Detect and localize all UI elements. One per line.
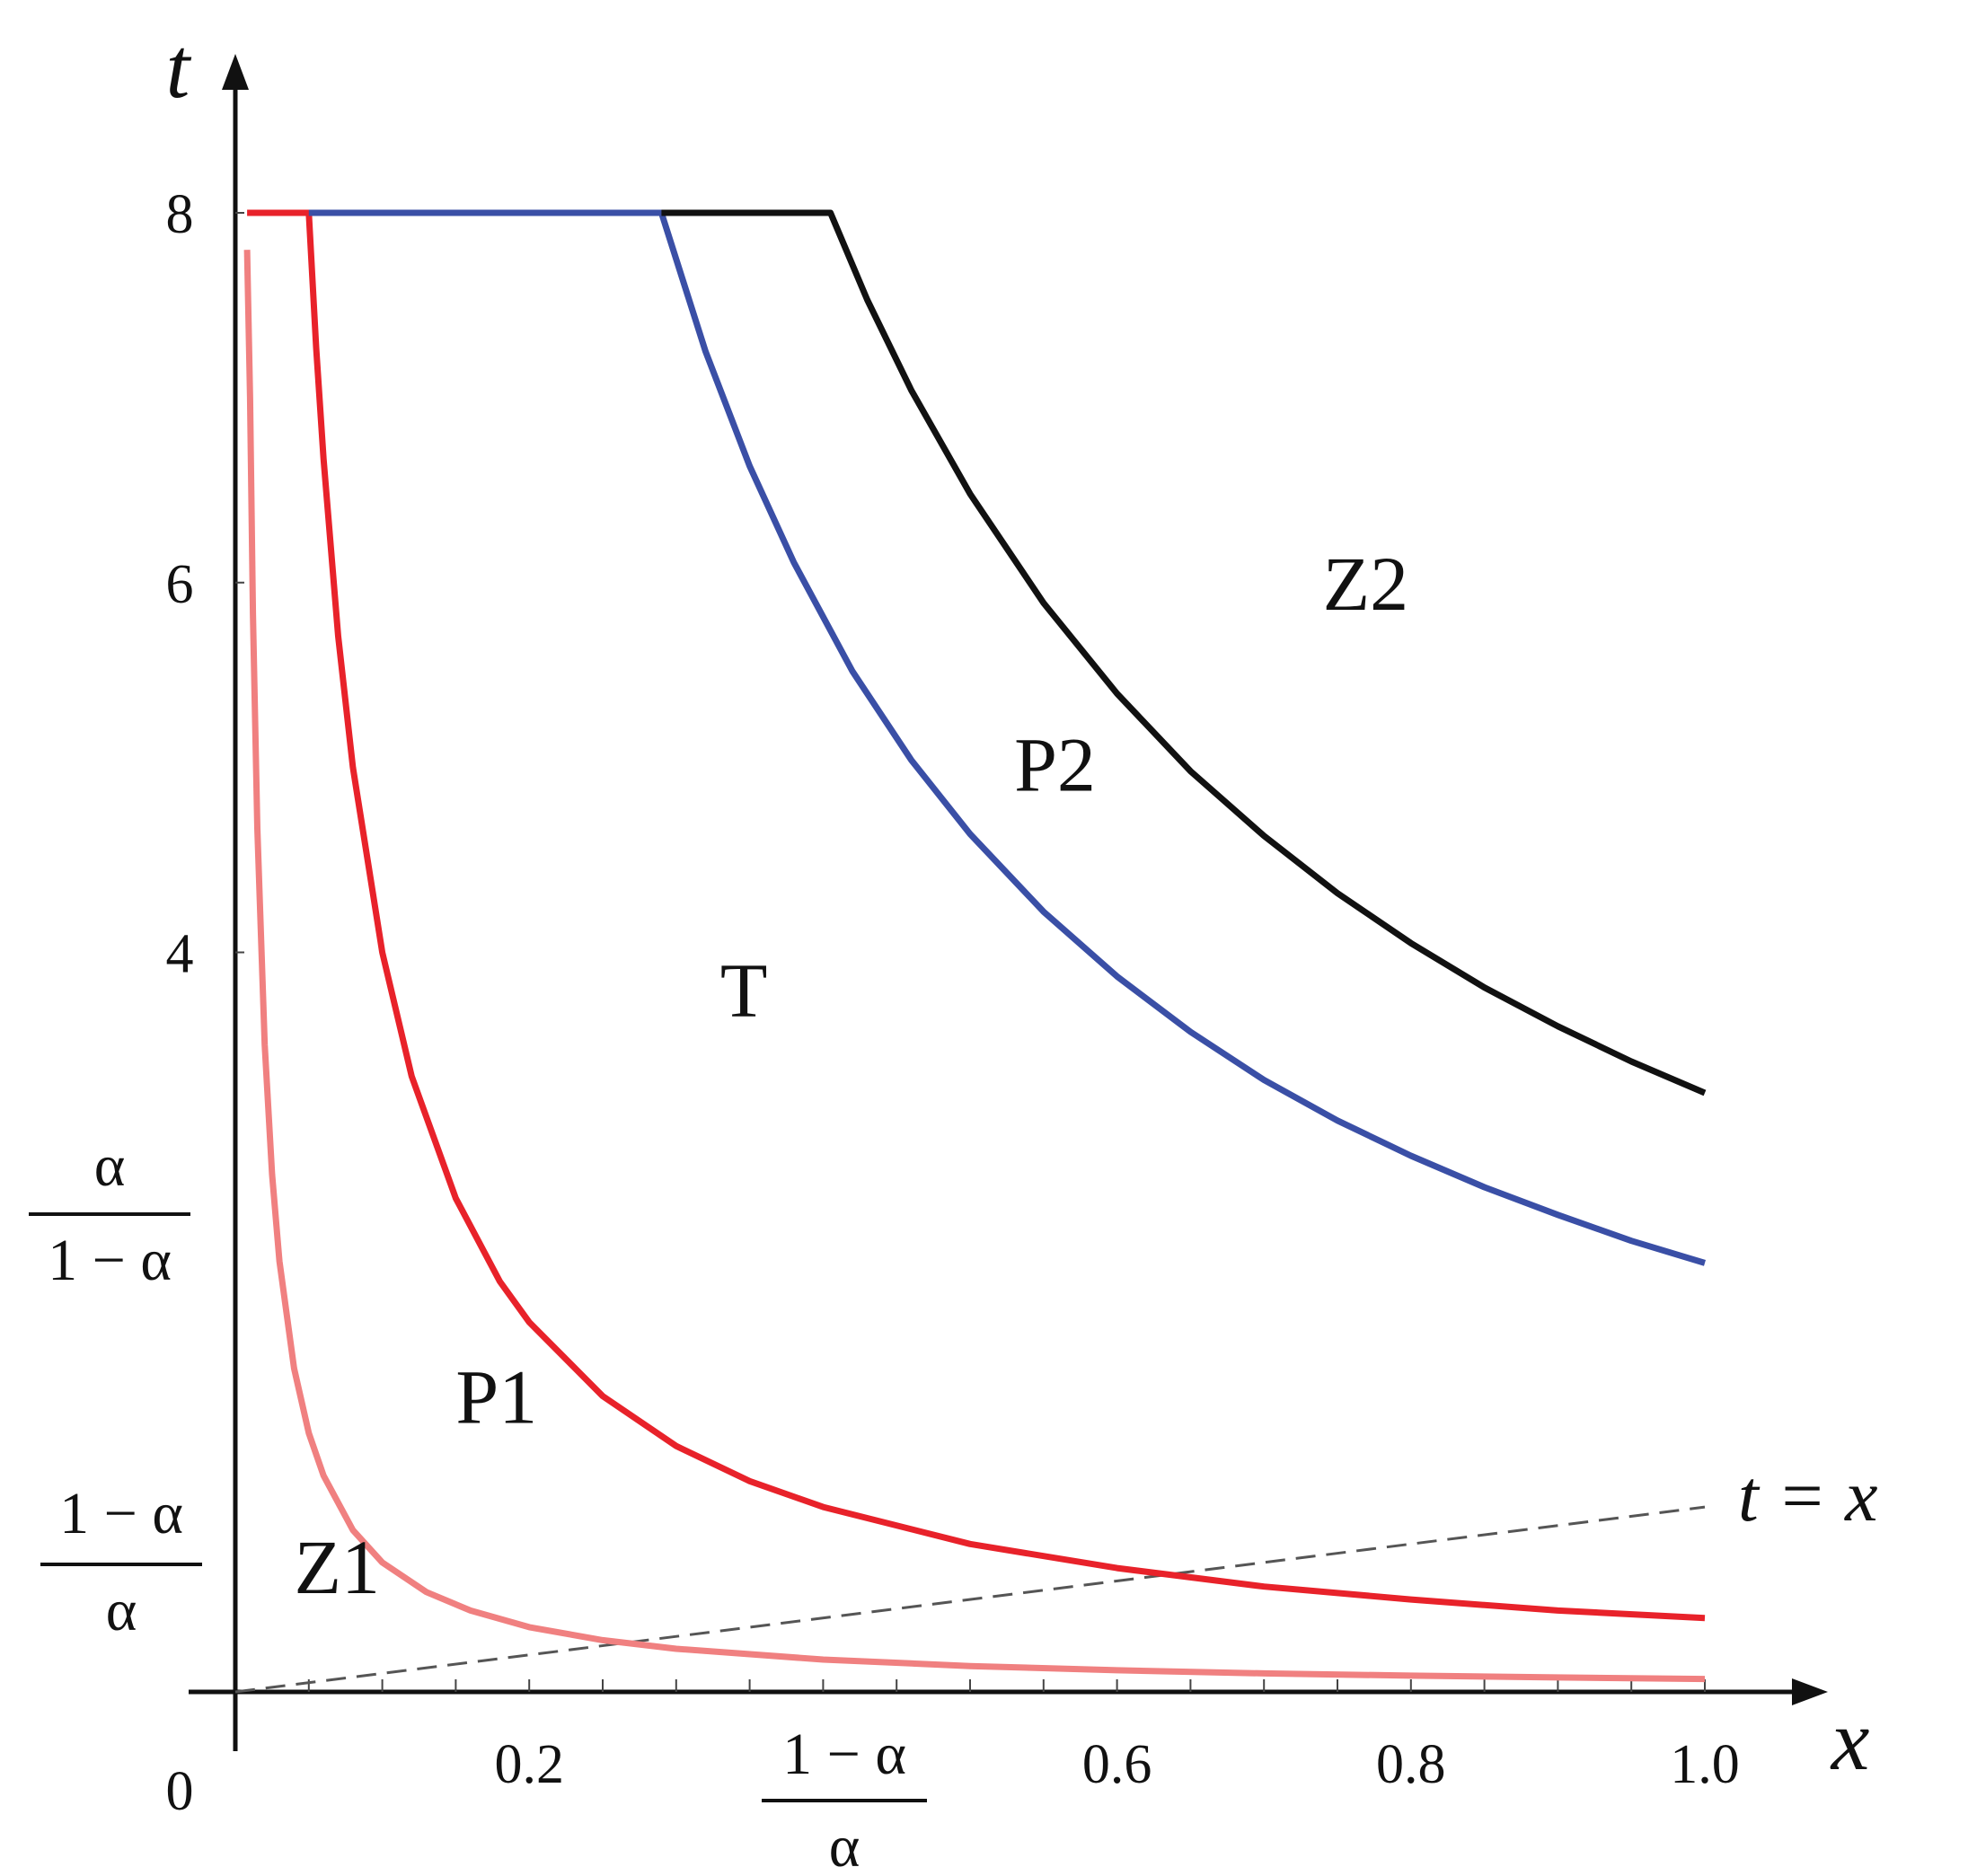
region-label-p2: P2 (1014, 722, 1096, 808)
origin-label: 0 (166, 1761, 194, 1822)
reference-line-label: t = x (1738, 1455, 1878, 1537)
curves (234, 209, 1707, 1694)
y-tick-label: 8 (166, 184, 194, 245)
special-y-tick-numerator: α (94, 1133, 126, 1199)
y-tick-label: 6 (166, 554, 194, 615)
special-y-tick-denominator: α (106, 1578, 137, 1643)
x-tick-label: 0.6 (1082, 1734, 1152, 1795)
reference-line (234, 1505, 1706, 1694)
special-x-tick-numerator: 1 − α (782, 1722, 906, 1787)
region-label-t: T (720, 947, 768, 1034)
series-line-1 (243, 250, 1706, 1683)
region-label-p1: P1 (455, 1354, 537, 1440)
x-axis-label: x (1830, 1692, 1870, 1788)
x-tick-label: 0.2 (494, 1734, 564, 1795)
labels: 0.2 0.6 0.8 1.0 0 4 6 8 1 − α α α 1 − α 1 − α α x t t = … (29, 20, 1878, 1876)
axes (189, 54, 1828, 1751)
y-axis-arrow (222, 54, 249, 90)
region-label-z2: Z2 (1323, 541, 1409, 627)
special-y-tick-numerator: 1 − α (59, 1481, 183, 1546)
x-axis-arrow (1792, 1678, 1828, 1705)
x-tick-label: 1.0 (1670, 1734, 1740, 1795)
special-x-tick-denominator: α (829, 1814, 860, 1876)
series-line-2 (247, 209, 1706, 1622)
y-axis-label: t (166, 20, 192, 116)
region-label-z1: Z1 (294, 1524, 380, 1610)
series-line-3 (308, 209, 1707, 1266)
y-tick-label: 4 (166, 924, 194, 985)
x-tick-label: 0.8 (1376, 1734, 1446, 1795)
series-line-4 (661, 209, 1707, 1097)
special-y-tick-denominator: 1 − α (48, 1228, 172, 1293)
